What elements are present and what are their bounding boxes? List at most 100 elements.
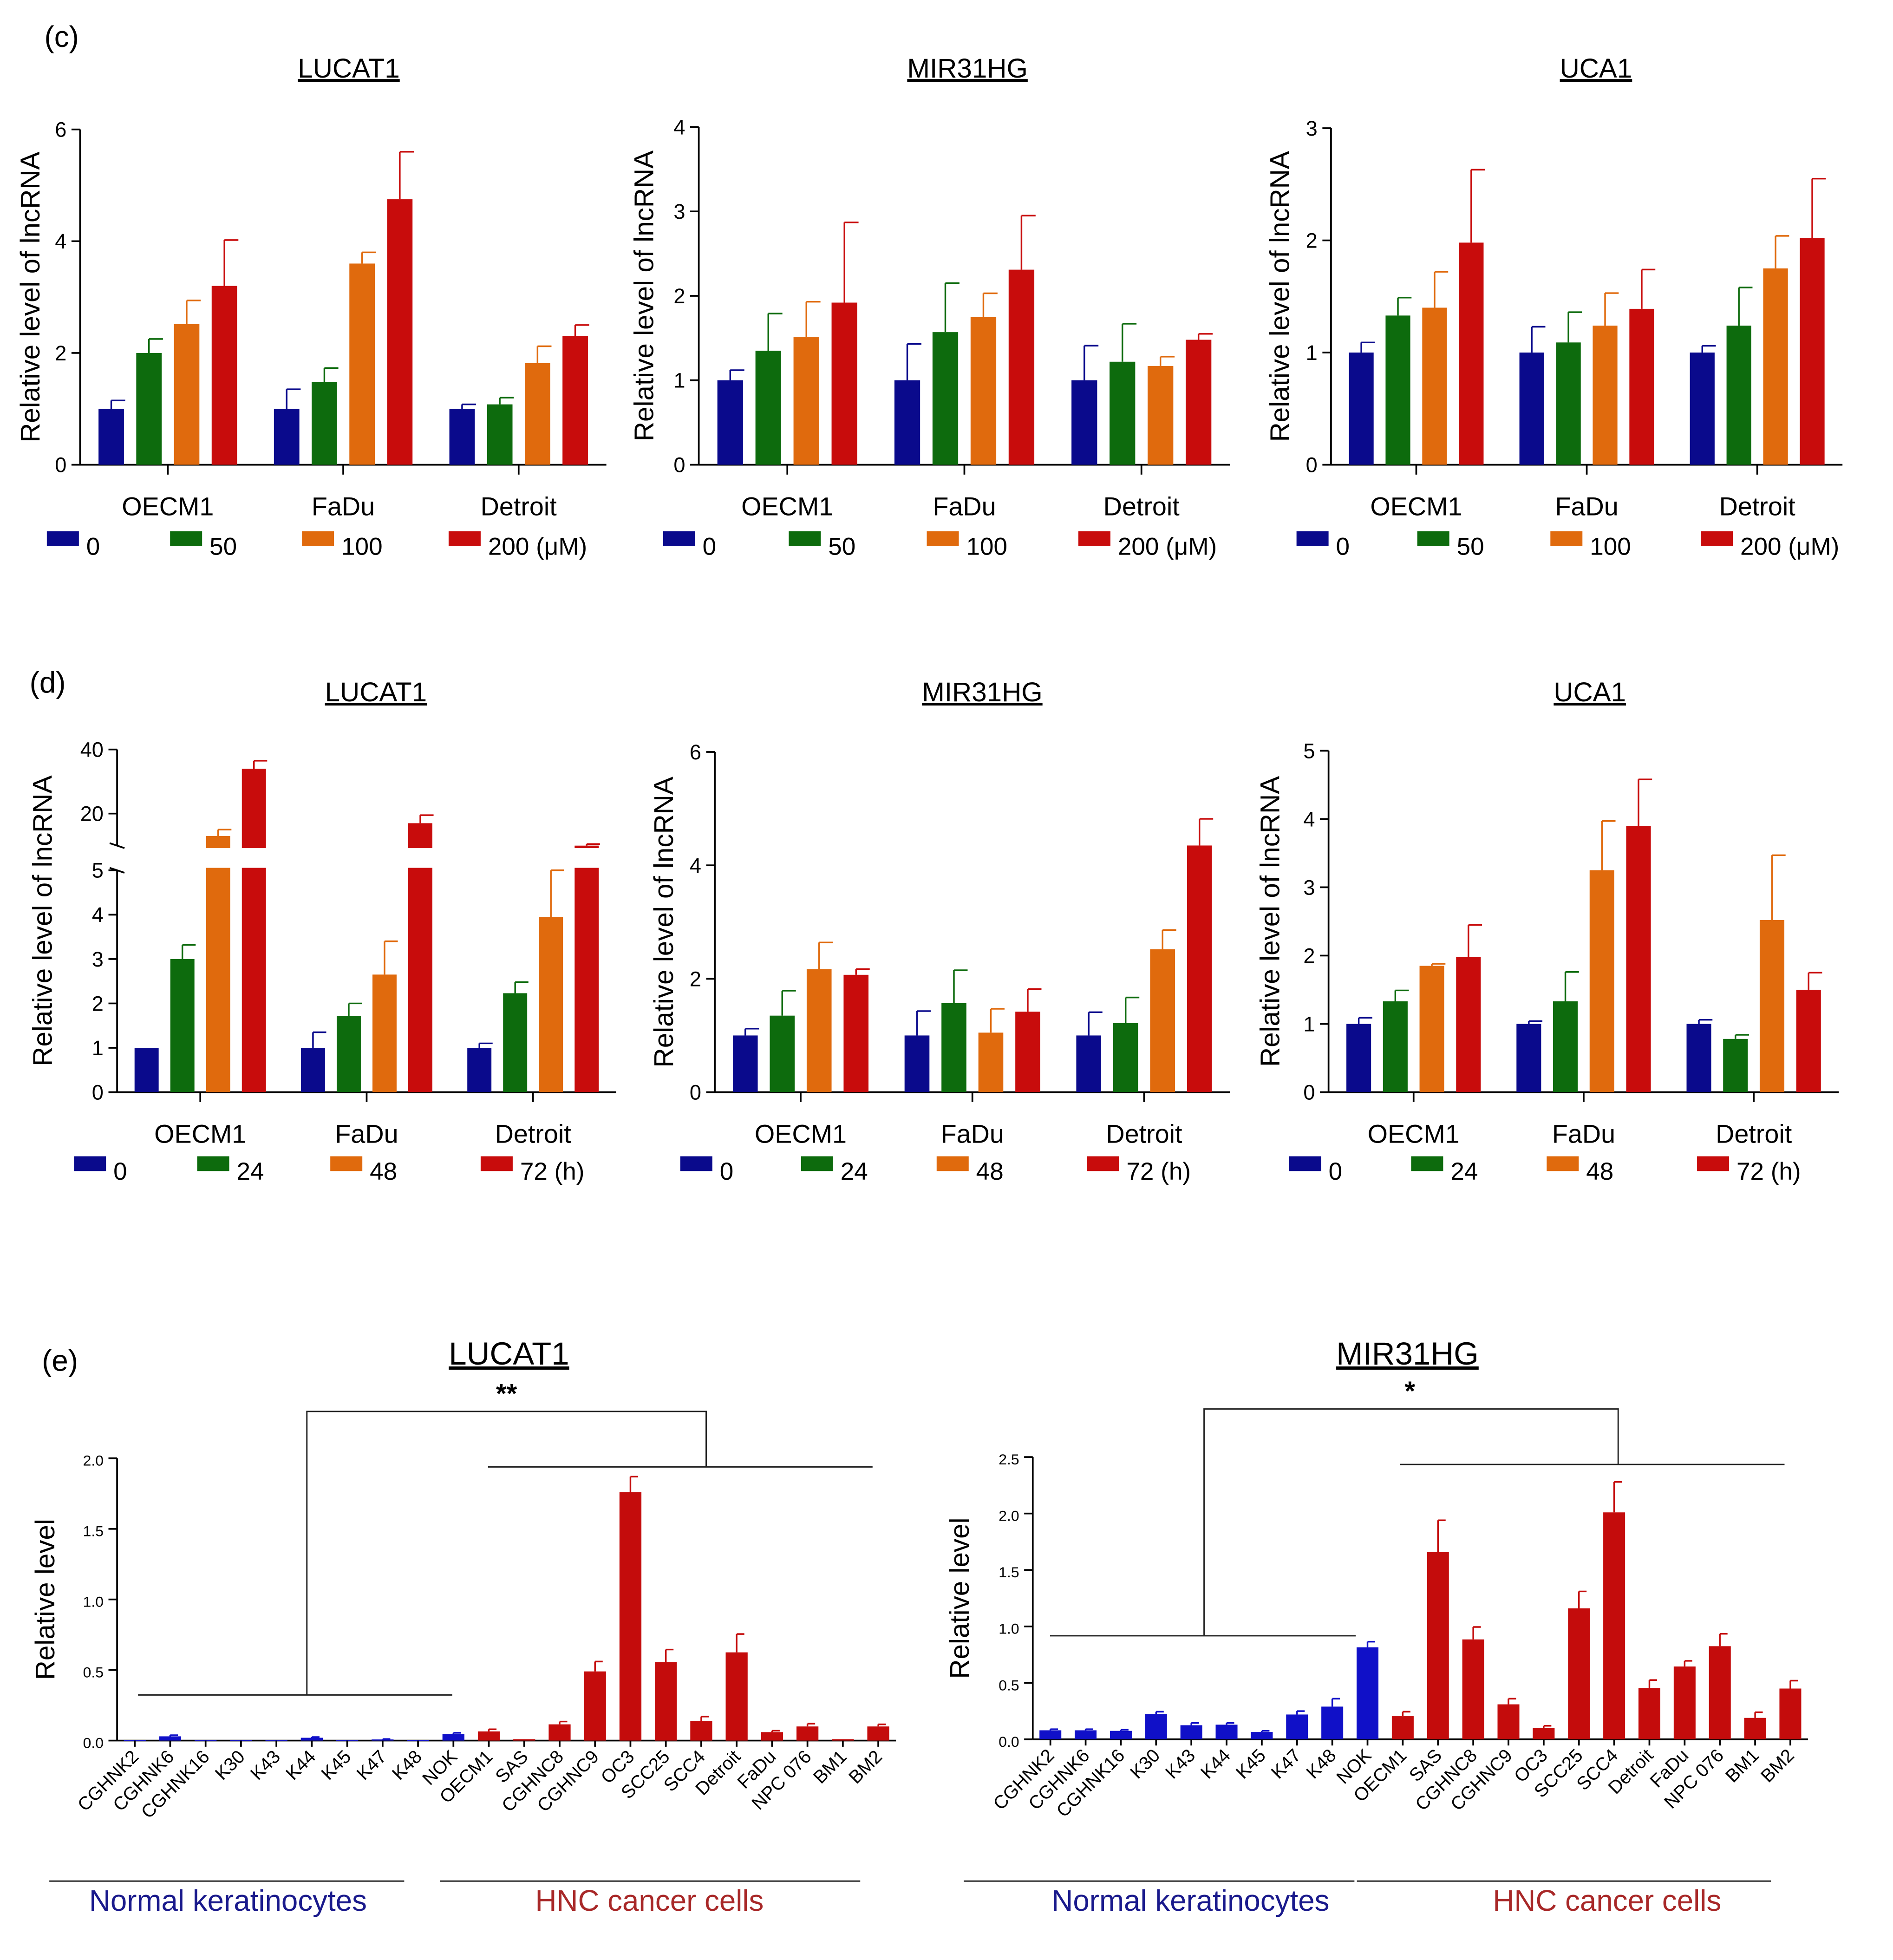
y-tick-label: 2 <box>92 992 104 1015</box>
y-tick-label: 1.5 <box>999 1564 1019 1581</box>
legend-swatch <box>1087 1156 1119 1171</box>
cell-line-label: K47 <box>353 1746 391 1784</box>
y-tick-label: 1 <box>1306 341 1318 365</box>
legend-label: 24 <box>1450 1158 1478 1185</box>
bar <box>1686 1024 1711 1092</box>
legend-swatch <box>663 531 695 546</box>
bar <box>1039 1730 1062 1739</box>
legend-swatch <box>170 531 202 546</box>
chart-title: LUCAT1 <box>449 1336 569 1372</box>
y-tick-label: 1.0 <box>83 1594 104 1610</box>
category-label: OECM1 <box>122 492 214 521</box>
bar <box>1385 315 1410 465</box>
cell-line-label: BM1 <box>809 1746 851 1788</box>
chart-title: LUCAT1 <box>298 53 399 84</box>
legend-label: 100 <box>341 533 383 560</box>
y-tick-label: 0 <box>55 453 66 477</box>
y-tick-label: 3 <box>1303 875 1315 899</box>
axis-break-mark <box>109 842 125 849</box>
legend-swatch <box>1697 1156 1730 1171</box>
legend-swatch <box>1411 1156 1443 1171</box>
legend-label: 0 <box>720 1158 734 1185</box>
legend-swatch <box>1296 531 1329 546</box>
y-tick-label: 4 <box>690 854 701 877</box>
bar <box>1186 340 1212 465</box>
legend-label: 200 (μM) <box>488 533 587 560</box>
legend-swatch <box>1550 531 1583 546</box>
bar <box>1113 1023 1138 1092</box>
legend-swatch <box>801 1156 833 1171</box>
y-tick-label: 4 <box>55 229 66 253</box>
bar <box>1763 268 1788 465</box>
chart-c-lucat1: 0 2 4 6 Relative level of lncRNA LUCAT1 OECM1 F… <box>15 53 607 560</box>
bar <box>1422 307 1447 465</box>
legend-swatch <box>480 1156 513 1171</box>
cell-line-label: K45 <box>1232 1745 1270 1783</box>
bar <box>770 1015 795 1092</box>
bar <box>1321 1706 1344 1739</box>
legend-label: 0 <box>113 1158 127 1185</box>
bar <box>1148 366 1174 465</box>
bar <box>978 1032 1004 1092</box>
significance-bracket <box>306 1411 707 1695</box>
y-tick-label: 0.0 <box>999 1733 1019 1750</box>
y-tick-label: 2.0 <box>83 1452 104 1469</box>
category-label: Detroit <box>1103 492 1180 521</box>
y-tick-label: 4 <box>92 903 104 927</box>
bar <box>806 969 832 1092</box>
category-label: Detroit <box>481 492 557 521</box>
bar <box>1516 1024 1541 1092</box>
bar <box>513 1739 535 1741</box>
y-tick-label: 5 <box>92 859 104 882</box>
cell-line-label: K48 <box>388 1746 426 1784</box>
bar <box>1391 1716 1414 1739</box>
legend-label: 24 <box>841 1158 868 1185</box>
bar <box>970 317 997 465</box>
bar <box>1110 1731 1132 1739</box>
y-tick-label: 1 <box>673 369 685 392</box>
bar <box>98 409 124 465</box>
y-tick-label: 0 <box>92 1080 104 1104</box>
legend-label: 72 (h) <box>1736 1158 1801 1185</box>
chart-title: UCA1 <box>1560 53 1632 84</box>
bar <box>796 1726 819 1741</box>
bar <box>1215 1725 1238 1739</box>
bar <box>732 1035 758 1092</box>
y-tick-label: 6 <box>690 740 701 764</box>
chart-title: UCA1 <box>1554 677 1626 707</box>
bar <box>894 380 920 465</box>
bar <box>467 1047 492 1092</box>
bar <box>717 380 743 465</box>
legend-label: 0 <box>1336 533 1350 560</box>
bar <box>1568 1608 1590 1739</box>
chart-c-mir31hg: 0 1 2 3 4 Relative level of lncRNA MIR31HG OECM… <box>629 53 1230 560</box>
category-label: FaDu <box>1552 1119 1615 1148</box>
bar <box>300 1047 325 1092</box>
cell-line-label: K30 <box>211 1746 249 1784</box>
chart-d-lucat1: 0 1 2 3 4 5 20 40 Relative level of lncRNA LUCAT1… <box>27 677 616 1185</box>
bar <box>1110 361 1136 465</box>
cell-line-label: K45 <box>317 1746 355 1784</box>
y-tick-label: 6 <box>55 118 66 142</box>
bar <box>372 974 397 1092</box>
bar <box>1519 353 1544 465</box>
bar <box>1251 1732 1273 1739</box>
bar <box>136 353 162 465</box>
bar <box>793 337 819 465</box>
bar <box>1553 1001 1578 1092</box>
bar <box>1286 1714 1308 1739</box>
category-label: FaDu <box>933 492 996 521</box>
chart-title: MIR31HG <box>907 53 1027 84</box>
bar <box>372 1739 394 1741</box>
cell-line-label: K43 <box>247 1746 284 1784</box>
bar <box>831 302 857 465</box>
y-tick-label: 0 <box>673 453 685 477</box>
bar <box>1744 1718 1766 1739</box>
bar <box>584 1671 606 1741</box>
y-tick-label: 1.0 <box>999 1620 1019 1637</box>
bar <box>387 199 413 465</box>
bar <box>1075 1730 1097 1739</box>
legend-swatch <box>927 531 959 546</box>
category-label: FaDu <box>1555 492 1618 521</box>
